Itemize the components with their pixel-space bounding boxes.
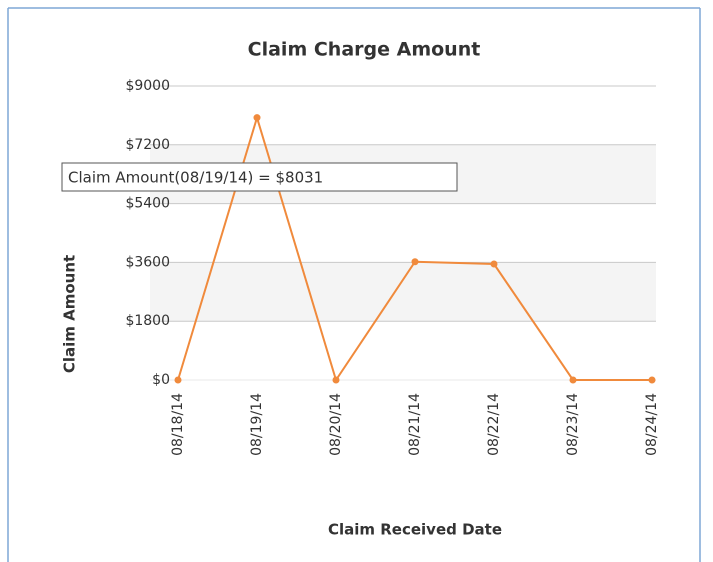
x-tick-label: 08/22/14	[486, 393, 502, 456]
x-tick-label: 08/18/14	[170, 393, 186, 456]
data-point	[490, 260, 498, 268]
tooltip-text: Claim Amount(08/19/14) = $8031	[68, 169, 323, 187]
y-tick-label: $5400	[125, 196, 170, 212]
y-tick-label: $9000	[125, 78, 170, 94]
x-tick-label: 08/19/14	[249, 393, 265, 456]
y-tick-label: $7200	[125, 137, 170, 153]
data-point	[174, 376, 182, 384]
x-tick-label: 08/20/14	[328, 393, 344, 456]
y-tick-label: $3600	[125, 254, 170, 270]
data-point	[253, 114, 261, 122]
data-point	[648, 376, 656, 384]
x-tick-label: 08/23/14	[565, 393, 581, 456]
data-point	[411, 258, 419, 266]
y-tick-label: $1800	[125, 313, 170, 329]
x-tick-label: 08/21/14	[407, 393, 423, 456]
x-axis-title: Claim Received Date	[328, 521, 502, 539]
y-tick-label: $0	[152, 372, 170, 388]
data-point	[332, 376, 340, 384]
chart-title: Claim Charge Amount	[248, 39, 481, 61]
grid-band	[150, 262, 656, 322]
x-tick-label: 08/24/14	[644, 393, 660, 456]
data-point	[569, 376, 577, 384]
y-axis-title: Claim Amount	[61, 255, 79, 373]
tooltip-box	[61, 162, 458, 192]
